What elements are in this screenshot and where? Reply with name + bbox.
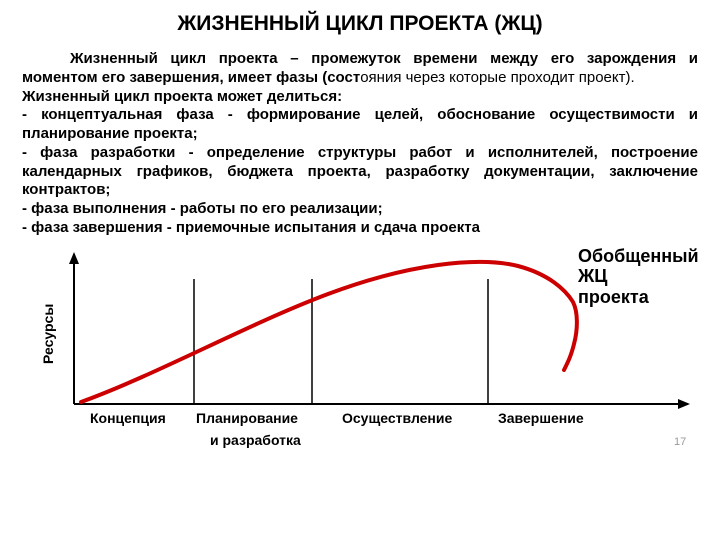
phase-label: Планирование [196,410,298,426]
page-number: 17 [674,436,686,448]
phase-label: Завершение [498,410,584,426]
para-1: Жизненный цикл проекта – промежуток врем… [22,50,698,88]
para-2: Жизненный цикл проекта может делиться: [22,88,698,107]
para-5: - фаза выполнения - работы по его реализ… [22,200,698,219]
y-axis-label: Ресурсы [40,303,56,363]
phase-label: Осуществление [342,410,452,426]
phase-label: Концепция [90,410,166,426]
para-4: - фаза разработки - определение структур… [22,144,698,200]
para-6: - фаза завершения - приемочные испытания… [22,219,698,238]
chart-title: ОбобщенныйЖЦпроекта [578,246,699,308]
page-title: ЖИЗНЕННЫЙ ЦИКЛ ПРОЕКТА (ЖЦ) [22,12,698,36]
body-text: Жизненный цикл проекта – промежуток врем… [22,50,698,238]
sub-label: и разработка [210,432,301,448]
lifecycle-chart: Ресурсы ОбобщенныйЖЦпроекта Концепция Пла… [18,244,698,454]
para-3: - концептуальная фаза - формирование цел… [22,106,698,144]
